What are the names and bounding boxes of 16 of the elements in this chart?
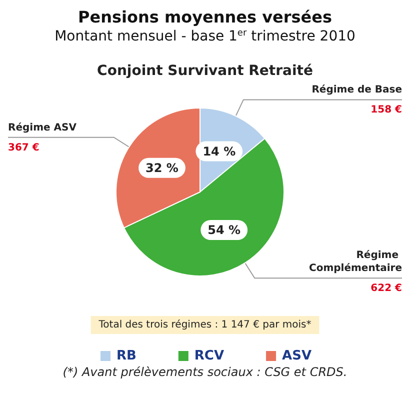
chart-title: Pensions moyennes versées: [78, 8, 332, 26]
legend-label: ASV: [282, 348, 312, 364]
data-label: 54 %: [208, 222, 241, 237]
legend-label: RB: [116, 348, 136, 364]
text: Conjoint Survivant Retraité: [97, 63, 313, 79]
text: 367 €: [8, 142, 40, 154]
legend-label: RCV: [194, 348, 224, 364]
text: Régime ASV: [8, 122, 76, 134]
text: Régime Complémentaire: [309, 250, 402, 274]
data-label: 14 %: [202, 144, 236, 158]
text: Régime de Base: [312, 84, 402, 96]
text: (*) Avant prélèvements sociaux : CSG et CRDS.: [62, 365, 348, 379]
data-label: 32 %: [146, 160, 178, 175]
text: 158 €: [370, 104, 402, 116]
text: Total des trois régimes : 1 147 € par mois*: [98, 320, 312, 330]
text: 622 €: [370, 283, 402, 294]
